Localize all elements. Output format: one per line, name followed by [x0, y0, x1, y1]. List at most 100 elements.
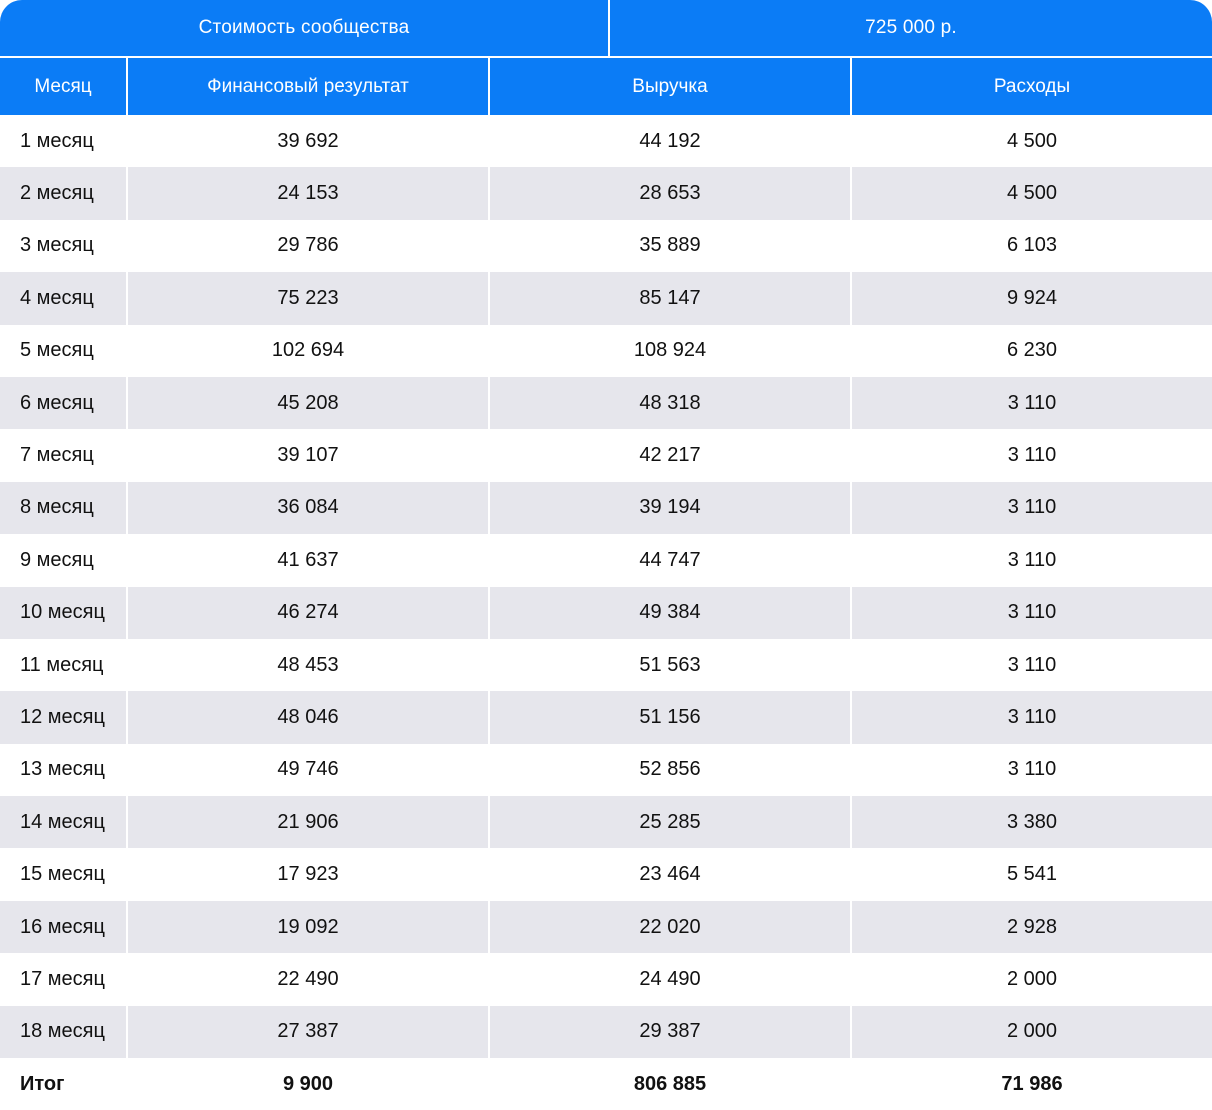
row-revenue: 108 924: [633, 339, 707, 362]
row-expenses: 6 230: [1006, 339, 1058, 362]
total-revenue: 806 885: [633, 1072, 707, 1095]
table-row: 6 месяц 45 208 48 318 3 110: [0, 376, 1212, 430]
row-month: 17 месяц: [20, 967, 105, 990]
row-expenses: 9 924: [850, 272, 1212, 325]
table-row: 8 месяц 36 084 39 194 3 110: [0, 481, 1212, 535]
table-row: 7 месяц 39 107 42 217 3 110: [0, 429, 1212, 481]
row-month: 10 месяц: [20, 601, 105, 624]
row-revenue: 44 192: [639, 129, 701, 152]
row-revenue: 25 285: [488, 796, 850, 849]
row-revenue: 22 020: [488, 900, 850, 954]
row-month: 4 месяц: [20, 286, 94, 309]
row-financial-result: 24 153: [126, 167, 488, 220]
table-row: 5 месяц 102 694 108 924 6 230: [0, 325, 1212, 377]
table-row: 16 месяц 19 092 22 020 2 928: [0, 900, 1212, 954]
row-revenue: 23 464: [639, 863, 701, 886]
row-month: 15 месяц: [20, 863, 105, 886]
row-revenue: 51 156: [488, 691, 850, 744]
table-row: 11 месяц 48 453 51 563 3 110: [0, 639, 1212, 691]
row-month: 3 месяц: [20, 234, 94, 257]
table-row: 14 месяц 21 906 25 285 3 380: [0, 796, 1212, 849]
table-row: 10 месяц 46 274 49 384 3 110: [0, 586, 1212, 639]
row-revenue: 35 889: [639, 234, 701, 257]
row-expenses: 2 928: [850, 900, 1212, 954]
row-financial-result: 48 453: [277, 653, 339, 676]
row-revenue: 48 318: [488, 376, 850, 430]
row-expenses: 3 380: [850, 796, 1212, 849]
community-cost-label: Стоимость сообщества: [0, 0, 610, 56]
total-label: Итог: [20, 1072, 65, 1095]
row-month: 6 месяц: [20, 391, 94, 414]
row-expenses: 4 500: [850, 167, 1212, 220]
row-revenue: 85 147: [488, 272, 850, 325]
table-row: 12 месяц 48 046 51 156 3 110: [0, 691, 1212, 744]
row-financial-result: 39 107: [277, 444, 339, 467]
row-expenses: 4 500: [1006, 129, 1058, 152]
row-financial-result: 45 208: [126, 376, 488, 430]
row-financial-result: 19 092: [126, 900, 488, 954]
table-row: 13 месяц 49 746 52 856 3 110: [0, 744, 1212, 796]
row-financial-result: 39 692: [277, 129, 339, 152]
table-body: 1 месяц 39 692 44 192 4 500 2 месяц 24 153 28 …: [0, 115, 1212, 1059]
row-month: 5 месяц: [20, 339, 94, 362]
row-revenue: 28 653: [488, 167, 850, 220]
row-financial-result: 21 906: [126, 796, 488, 849]
row-expenses: 3 110: [850, 586, 1212, 639]
row-financial-result: 17 923: [277, 863, 339, 886]
row-financial-result: 48 046: [126, 691, 488, 744]
row-revenue: 51 563: [639, 653, 701, 676]
row-revenue: 39 194: [488, 481, 850, 535]
table-row: 4 месяц 75 223 85 147 9 924: [0, 272, 1212, 325]
row-financial-result: 36 084: [126, 481, 488, 535]
row-month: 14 месяц: [20, 810, 105, 833]
row-month: 16 месяц: [20, 915, 105, 938]
header-expenses: Расходы: [850, 58, 1212, 115]
row-expenses: 3 110: [850, 376, 1212, 430]
table-row: 2 месяц 24 153 28 653 4 500: [0, 167, 1212, 220]
row-revenue: 42 217: [639, 444, 701, 467]
table-row: 9 месяц 41 637 44 747 3 110: [0, 534, 1212, 586]
row-revenue: 52 856: [639, 758, 701, 781]
row-month: 12 месяц: [20, 705, 105, 728]
table-header: Месяц Финансовый результат Выручка Расхо…: [0, 58, 1212, 115]
row-revenue: 24 490: [639, 967, 701, 990]
row-expenses: 3 110: [1007, 758, 1057, 781]
row-month: 7 месяц: [20, 444, 94, 467]
row-financial-result: 41 637: [277, 548, 339, 571]
header-financial-result: Финансовый результат: [126, 58, 488, 115]
table-row: 17 месяц 22 490 24 490 2 000: [0, 953, 1212, 1005]
header-month: Месяц: [34, 75, 92, 97]
table-row: 15 месяц 17 923 23 464 5 541: [0, 848, 1212, 900]
row-expenses: 2 000: [1006, 967, 1058, 990]
row-expenses: 3 110: [850, 691, 1212, 744]
header-revenue: Выручка: [488, 58, 850, 115]
row-month: 13 месяц: [20, 758, 105, 781]
row-financial-result: 22 490: [277, 967, 339, 990]
table-row: 18 месяц 27 387 29 387 2 000: [0, 1005, 1212, 1059]
total-financial-result: 9 900: [282, 1072, 334, 1095]
row-financial-result: 46 274: [126, 586, 488, 639]
row-revenue: 44 747: [639, 548, 701, 571]
row-expenses: 5 541: [1006, 863, 1058, 886]
row-month: 2 месяц: [20, 182, 94, 205]
row-expenses: 2 000: [850, 1005, 1212, 1059]
community-cost-value: 725 000 р.: [865, 17, 957, 38]
row-expenses: 3 110: [1007, 548, 1057, 571]
table-row: 1 месяц 39 692 44 192 4 500: [0, 115, 1212, 167]
row-expenses: 3 110: [850, 481, 1212, 535]
row-expenses: 6 103: [1006, 234, 1058, 257]
row-financial-result: 27 387: [126, 1005, 488, 1059]
row-financial-result: 49 746: [277, 758, 339, 781]
row-financial-result: 102 694: [271, 339, 345, 362]
row-expenses: 3 110: [1007, 444, 1057, 467]
row-month: 18 месяц: [20, 1020, 105, 1043]
row-month: 8 месяц: [20, 496, 94, 519]
total-row: Итог 9 900 806 885 71 986: [0, 1058, 1212, 1110]
summary-banner: Стоимость сообщества 725 000 р.: [0, 0, 1212, 56]
row-revenue: 49 384: [488, 586, 850, 639]
total-expenses: 71 986: [1001, 1072, 1063, 1095]
row-month: 9 месяц: [20, 548, 94, 571]
row-month: 1 месяц: [20, 129, 94, 152]
row-month: 11 месяц: [20, 653, 104, 676]
